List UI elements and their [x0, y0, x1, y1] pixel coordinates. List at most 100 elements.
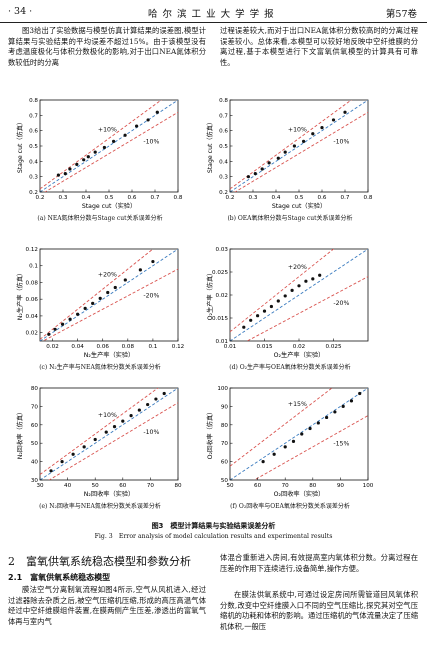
x-tick-label: 0.6: [318, 195, 327, 201]
panel-caption: (a) NEA氮体积分数与Stage cut关系误差分析: [37, 215, 163, 222]
data-point: [283, 150, 287, 154]
data-point: [75, 162, 79, 166]
data-point: [63, 172, 67, 176]
plot-frame: [39, 387, 179, 481]
y-tick-label: 0.02: [26, 331, 38, 337]
data-point: [269, 304, 273, 309]
data-point: [93, 437, 97, 442]
band-label-0: +20%: [288, 264, 307, 271]
y-tick-label: 0.06: [26, 297, 39, 303]
band-line-0: [40, 249, 154, 340]
x-tick-label: 0.7: [151, 195, 160, 201]
y-tick-label: 100: [217, 386, 228, 392]
data-point: [304, 279, 308, 283]
parity-line: [230, 100, 368, 192]
page-number: · 34 ·: [8, 6, 33, 17]
bottom-left-paragraph: 膜法空气分离制氧流程如图4所示,空气从风机进入,经过过滤器除去杂质之后,被空气压…: [8, 585, 206, 626]
y-tick-label: 0.015: [212, 316, 228, 322]
x-tick-label: 80: [309, 483, 317, 489]
chart-panel-2: +20% -20% 0.02 0.04 0.06 0.08 0.1 0.12 0.02 0.04 0…: [16, 247, 184, 359]
data-point: [154, 397, 158, 401]
x-tick-label: 0.7: [341, 195, 350, 201]
x-tick-label: 80: [174, 483, 182, 489]
y-tick-label: 30: [31, 478, 39, 484]
chart-panel-3: +20% -20% 0.01 0.015 0.02 0.025 0.01 0.015 0.02 0…: [206, 247, 369, 359]
data-point: [260, 167, 264, 171]
x-tick-label: 0.01: [224, 344, 237, 350]
band-label-0: +10%: [288, 126, 307, 133]
data-point: [60, 322, 65, 326]
y-tick-label: 0.08: [26, 280, 39, 286]
data-point: [68, 167, 72, 171]
y-axis-label: N₂生产率（仿真）: [16, 270, 24, 320]
x-tick-label: 0.04: [71, 344, 84, 350]
data-point: [112, 425, 117, 429]
x-tick-label: 100: [363, 483, 374, 489]
band-label-1: -10%: [143, 138, 159, 145]
y-axis-label: Stage cut（仿真）: [206, 119, 214, 173]
data-point: [53, 327, 57, 331]
y-tick-label: 0.12: [26, 247, 38, 253]
x-tick-label: 30: [36, 483, 44, 489]
chart-panel-1: +10% -10% 0.2 0.3 0.4 0.5 0.6 0.7 0.8 0.2 0.3 0.4 0.…: [206, 98, 373, 210]
band-label-1: -20%: [143, 293, 159, 300]
data-point: [283, 445, 287, 449]
figure-title-cn: 图3 模型计算结果与实验结果误差分析: [151, 522, 276, 530]
x-tick-label: 70: [147, 483, 155, 489]
data-point: [68, 317, 72, 321]
data-point: [60, 460, 64, 464]
y-tick-label: 0.8: [219, 98, 228, 104]
y-tick-label: 40: [31, 460, 39, 466]
x-tick-label: 0.8: [174, 195, 183, 201]
y-tick-label: 70: [31, 404, 39, 410]
data-point: [272, 452, 276, 456]
parity-line: [230, 249, 368, 341]
x-tick-label: 0.5: [105, 195, 114, 201]
y-axis-label: O₂生产率（仿真）: [206, 270, 214, 321]
y-tick-label: 0.5: [219, 144, 228, 150]
panel-caption: (f) O₂回收率与OEA氧体积分数关系误差分析: [230, 503, 350, 510]
band-label-1: -20%: [333, 300, 349, 307]
data-point: [311, 277, 315, 281]
y-tick-label: 0.02: [216, 293, 228, 299]
x-tick-label: 70: [282, 483, 290, 489]
volume-label: 第57卷: [385, 9, 417, 20]
plot-frame: [229, 387, 369, 481]
y-axis-label: O₂回收率（仿真）: [206, 409, 214, 460]
parity-line: [230, 388, 368, 480]
x-tick-label: 0.5: [295, 195, 304, 201]
data-point: [83, 306, 87, 310]
data-point: [151, 259, 155, 264]
band-label-0: +10%: [98, 412, 117, 419]
y-tick-label: 0.1: [29, 264, 38, 270]
data-point: [49, 469, 53, 473]
y-tick-label: 70: [221, 441, 229, 447]
y-axis-label: Stage cut（仿真）: [16, 119, 24, 173]
x-tick-label: 0.8: [364, 195, 373, 201]
x-tick-label: 60: [254, 483, 262, 489]
band-line-1: [253, 415, 368, 480]
y-tick-label: 0.6: [219, 129, 228, 135]
plot-frame: [39, 248, 179, 342]
data-point: [256, 314, 260, 318]
y-tick-label: 0.03: [216, 247, 229, 253]
data-point: [102, 145, 106, 150]
section-heading: 2 富氧供氧系统稳态模型和参数分析: [8, 555, 191, 568]
x-axis-label: N₂生产率（实验）: [84, 351, 134, 359]
data-point: [135, 124, 139, 128]
data-point: [262, 309, 267, 313]
data-point: [146, 402, 150, 407]
y-tick-label: 0.2: [219, 190, 228, 196]
data-point: [56, 173, 61, 177]
chart-panel-0: +10% -10% 0.2 0.3 0.4 0.5 0.6 0.7 0.8 0.2 0.3 0.4 0.…: [16, 98, 183, 210]
band-label-0: +15%: [288, 401, 307, 408]
data-point: [253, 172, 257, 176]
bottom-right-paragraph-1: 体混合重新进入房间,有效提高室内氧体积分数。分离过程在压差的作用下连续进行,设备…: [220, 553, 418, 573]
x-tick-label: 0.6: [128, 195, 137, 201]
parity-line: [40, 388, 178, 480]
band-line-1: [44, 111, 178, 192]
data-point: [129, 414, 133, 418]
x-axis-label: O₂回收率（实验）: [274, 490, 325, 498]
y-tick-label: 60: [221, 460, 229, 466]
data-point: [138, 268, 142, 272]
